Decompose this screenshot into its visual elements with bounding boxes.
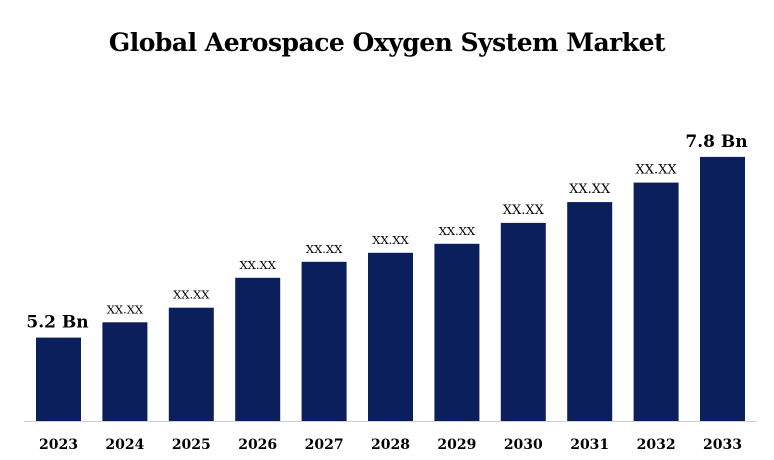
bar-2026 <box>235 277 281 421</box>
chart-title: Global Aerospace Oxygen System Market <box>108 28 666 57</box>
x-tick-2031: 2031 <box>570 437 609 453</box>
data-label-2027: XX.XX <box>306 242 343 256</box>
bar-2028 <box>368 252 413 421</box>
bars-group <box>36 156 745 421</box>
x-tick-2026: 2026 <box>238 437 277 453</box>
data-label-2023: 5.2 Bn <box>26 313 88 333</box>
x-tick-2027: 2027 <box>305 437 344 453</box>
x-tick-labels-group: 2023 2024 2025 2026 2027 2028 2029 2030 2031 2032… <box>39 437 742 453</box>
data-label-2029: XX.XX <box>439 224 476 238</box>
x-tick-2032: 2032 <box>637 437 676 453</box>
bar-2027 <box>301 261 347 421</box>
data-labels-group: 5.2 Bn XX.XX XX.XX XX.XX XX.XX XX.XX XX.XX XX.X… <box>26 132 747 333</box>
data-label-2024: XX.XX <box>107 302 144 316</box>
x-tick-2028: 2028 <box>371 437 410 453</box>
x-tick-2029: 2029 <box>437 437 476 453</box>
data-label-2025: XX.XX <box>173 288 210 302</box>
x-tick-2025: 2025 <box>172 437 211 453</box>
bar-2031 <box>567 202 613 421</box>
data-label-2033: 7.8 Bn <box>685 132 747 152</box>
x-tick-2033: 2033 <box>703 437 742 453</box>
bar-2030 <box>500 222 546 421</box>
data-label-2026: XX.XX <box>239 258 276 272</box>
bar-2032 <box>633 182 679 421</box>
x-tick-2024: 2024 <box>105 437 144 453</box>
bar-2025 <box>168 307 214 421</box>
x-tick-2023: 2023 <box>39 437 78 453</box>
data-label-2030: XX.XX <box>503 203 545 218</box>
bar-2024 <box>102 322 148 421</box>
x-tick-2030: 2030 <box>504 437 543 453</box>
data-label-2031: XX.XX <box>569 182 611 197</box>
data-label-2032: XX.XX <box>636 163 678 178</box>
bar-2033 <box>700 156 745 421</box>
bar-2023 <box>36 337 81 421</box>
data-label-2028: XX.XX <box>372 233 409 247</box>
bar-2029 <box>434 243 480 421</box>
